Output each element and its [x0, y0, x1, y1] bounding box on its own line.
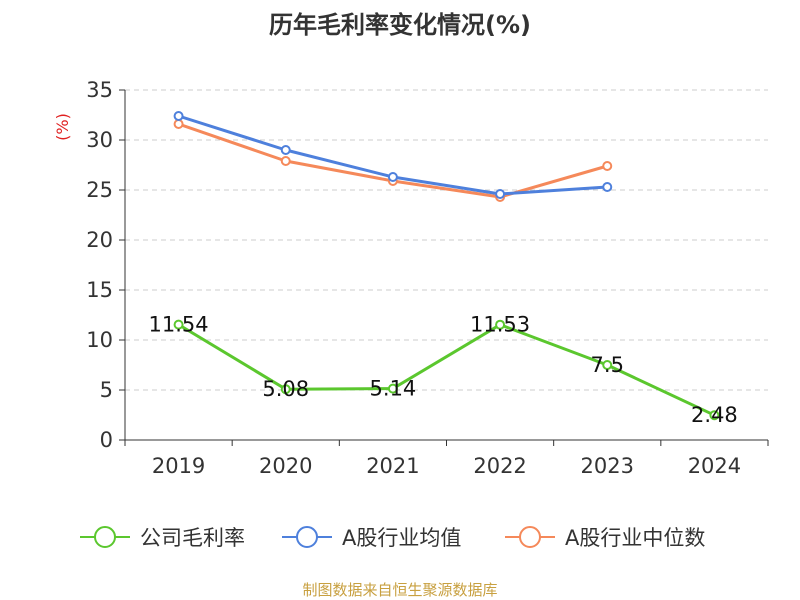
data-label: 11.53: [470, 313, 530, 337]
data-point: [495, 189, 506, 199]
legend-label: 公司毛利率: [140, 526, 245, 550]
data-label: 5.14: [370, 377, 417, 401]
data-point: [602, 161, 613, 171]
data-label: 5.08: [262, 377, 309, 401]
data-point: [602, 182, 613, 192]
data-point: [173, 111, 184, 121]
data-point: [280, 384, 291, 395]
data-point: [280, 156, 291, 166]
x-tick-label: 2022: [473, 454, 526, 478]
y-tick-label: 5: [100, 378, 113, 402]
grid-lines: [125, 89, 768, 391]
data-point: [709, 410, 720, 421]
legend-marker: [94, 526, 116, 548]
x-tick-label: 2023: [581, 454, 634, 478]
series: [173, 111, 720, 421]
data-label: 11.54: [149, 313, 209, 337]
chart-title: 历年毛利率变化情况(%): [269, 11, 531, 39]
y-axis-unit-label: (%): [53, 113, 72, 141]
y-tick-label: 15: [86, 278, 113, 302]
axes: 0 5 10 15 20 25 30 35 2019 2020 2021 2022 2023 2024: [86, 78, 769, 478]
legend-label: A股行业中位数: [565, 526, 705, 550]
series-3: [173, 119, 613, 202]
y-tick-label: 10: [86, 328, 113, 352]
legend-label: A股行业均值: [342, 526, 461, 550]
data-point: [495, 319, 506, 330]
series-line: [177, 323, 716, 417]
data-point: [387, 383, 398, 394]
source-note: 制图数据来自恒生聚源数据库: [302, 581, 497, 599]
data-point: [387, 172, 398, 182]
x-tick-label: 2020: [259, 454, 312, 478]
series-1: [173, 319, 720, 421]
legend-item-1: 公司毛利率: [80, 526, 245, 550]
x-tick-label: 2024: [688, 454, 741, 478]
x-tick-label: 2021: [366, 454, 419, 478]
data-point: [602, 360, 613, 370]
y-tick-label: 35: [86, 78, 113, 102]
y-tick-label: 30: [86, 128, 113, 152]
y-tick-label: 25: [86, 178, 113, 202]
y-tick-label: 0: [100, 428, 113, 452]
legend-marker: [519, 526, 541, 548]
legend-marker: [296, 526, 318, 548]
data-labels: 11.54 5.08 5.14 11.53 7.5 2.48: [149, 313, 738, 428]
legend-item-3: A股行业中位数: [505, 526, 705, 550]
legend: 公司毛利率 A股行业均值 A股行业中位数: [80, 526, 705, 550]
x-tick-label: 2019: [152, 454, 205, 478]
data-point: [280, 145, 291, 155]
series-2: [173, 111, 613, 199]
data-label: 2.48: [691, 403, 738, 427]
data-label: 7.5: [591, 353, 624, 377]
y-tick-label: 20: [86, 228, 113, 252]
data-point: [173, 119, 184, 129]
legend-item-2: A股行业均值: [282, 526, 461, 550]
data-point: [173, 319, 184, 330]
